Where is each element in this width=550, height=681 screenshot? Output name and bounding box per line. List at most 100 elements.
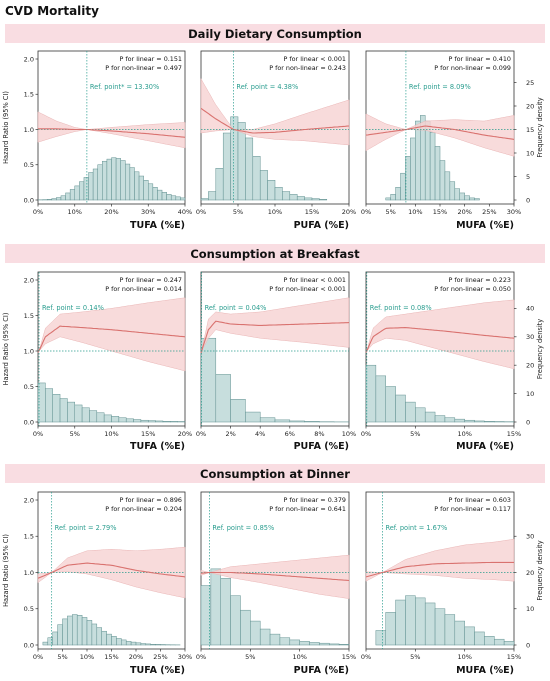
histogram-bar <box>67 615 73 646</box>
x-tick-label: 8% <box>314 430 324 438</box>
histogram-bar <box>494 638 505 646</box>
histogram-bar <box>170 195 177 201</box>
histogram-bar <box>444 171 451 201</box>
histogram-bar <box>52 631 58 646</box>
p-linear-label: P for linear < 0.001 <box>284 276 347 284</box>
density-tick-label: 20 <box>526 102 534 110</box>
x-tick-label: 10% <box>268 208 282 216</box>
histogram-bar <box>135 642 142 646</box>
histogram-bar <box>111 636 117 646</box>
histogram-bar <box>200 198 209 201</box>
histogram-bar <box>125 163 131 201</box>
ref-point-label: Ref. point = 2.79% <box>55 524 117 532</box>
y-tick-label: 2.0 <box>24 55 34 63</box>
section-title: Consumption at Breakfast <box>190 247 360 261</box>
histogram-bar <box>143 180 149 201</box>
histogram-bar <box>215 374 231 423</box>
x-tick-label: 5% <box>245 653 255 661</box>
histogram-bar <box>145 643 151 646</box>
histogram-bar <box>222 132 231 201</box>
histogram-bar <box>454 418 465 423</box>
hazard-ratio-curve <box>38 128 186 138</box>
histogram-bar <box>240 609 251 646</box>
histogram-bar <box>269 633 281 646</box>
histogram-bar <box>96 627 102 646</box>
x-tick-label: 10% <box>68 208 82 216</box>
histogram-bar <box>81 617 88 646</box>
x-tick-label: 15% <box>342 653 356 661</box>
histogram-bar <box>259 628 271 646</box>
x-tick-label: 2% <box>225 430 235 438</box>
histogram-bar <box>138 175 144 201</box>
histogram-bar <box>415 407 426 423</box>
y-tick-label: 1.5 <box>24 533 34 541</box>
hazard-ratio-axis-label: Hazard Ratio (95% CI) <box>2 534 10 607</box>
histogram-bar <box>454 620 465 646</box>
ref-point-label: Ref. point = 0.08% <box>370 304 432 312</box>
panel: Ref. point = 0.14% P for linear = 0.247P … <box>24 271 192 452</box>
histogram-bar <box>56 197 62 201</box>
histogram-bar <box>72 614 78 646</box>
histogram-bar <box>134 171 140 201</box>
histogram-bar <box>161 191 167 201</box>
histogram-bar <box>395 187 401 201</box>
histogram-bar <box>106 633 112 646</box>
density-tick-label: 30 <box>526 333 534 341</box>
x-tick-label: 30% <box>178 653 192 661</box>
histogram-bar <box>88 172 94 201</box>
histogram-bar <box>385 612 396 646</box>
histogram-bar <box>89 410 98 423</box>
x-tick-label: 0% <box>33 430 43 438</box>
histogram-bar <box>81 407 90 423</box>
histogram-bar <box>155 644 161 646</box>
histogram-bar <box>474 198 480 201</box>
p-nonlinear-label: P for non-linear = 0.050 <box>434 285 511 293</box>
histogram-bar <box>405 595 416 646</box>
histogram-bar <box>434 608 446 646</box>
panel: Ref. point = 0.04% P for linear < 0.001P … <box>196 271 356 452</box>
histogram-bar <box>429 132 436 201</box>
section-banner <box>5 24 545 43</box>
histogram-bar <box>454 188 460 201</box>
histogram-bar <box>47 637 53 646</box>
histogram-bar <box>65 192 71 201</box>
histogram-bar <box>319 199 328 201</box>
p-nonlinear-label: P for non-linear = 0.497 <box>105 64 182 72</box>
x-tick-label: 10% <box>457 430 471 438</box>
x-tick-label: 30% <box>507 208 521 216</box>
panel: Ref. point = 4.38% P for linear < 0.001P … <box>196 50 356 231</box>
x-tick-label: 10% <box>457 653 471 661</box>
histogram-bar <box>74 185 80 201</box>
y-tick-label: 1.0 <box>24 569 34 577</box>
histogram-bar <box>97 164 103 201</box>
histogram-bar <box>289 194 298 201</box>
histogram-bar <box>175 196 181 201</box>
x-tick-label: 25% <box>482 208 496 216</box>
histogram-bar <box>125 418 134 423</box>
histogram-bar <box>267 180 276 201</box>
histogram-bar <box>115 158 121 201</box>
y-tick-label: 1.5 <box>24 312 34 320</box>
histogram-bar <box>121 639 127 646</box>
hazard-ratio-curve <box>37 562 186 579</box>
x-tick-label: 5% <box>233 208 243 216</box>
histogram-bar <box>405 401 416 423</box>
x-tick-label: 15% <box>104 653 118 661</box>
panel: Ref. point = 8.09% P for linear = 0.410P … <box>361 50 534 231</box>
p-linear-label: P for linear = 0.603 <box>449 496 512 504</box>
histogram-bar <box>42 641 49 646</box>
histogram-bar <box>148 420 156 423</box>
x-tick-label: 5% <box>386 208 396 216</box>
x-tick-label: 0% <box>196 208 206 216</box>
confidence-band <box>365 299 515 370</box>
ref-point-label: Ref. point = 8.09% <box>409 83 471 91</box>
histogram-bar <box>279 637 291 646</box>
hazard-ratio-curve <box>365 561 514 578</box>
histogram-bar <box>59 398 68 423</box>
histogram-bar <box>365 364 377 423</box>
p-nonlinear-label: P for non-linear = 0.204 <box>105 505 182 513</box>
x-tick-label: 30% <box>141 208 155 216</box>
ref-point-label: Ref. point* = 13.30% <box>90 83 159 91</box>
histogram-bar <box>96 412 105 423</box>
